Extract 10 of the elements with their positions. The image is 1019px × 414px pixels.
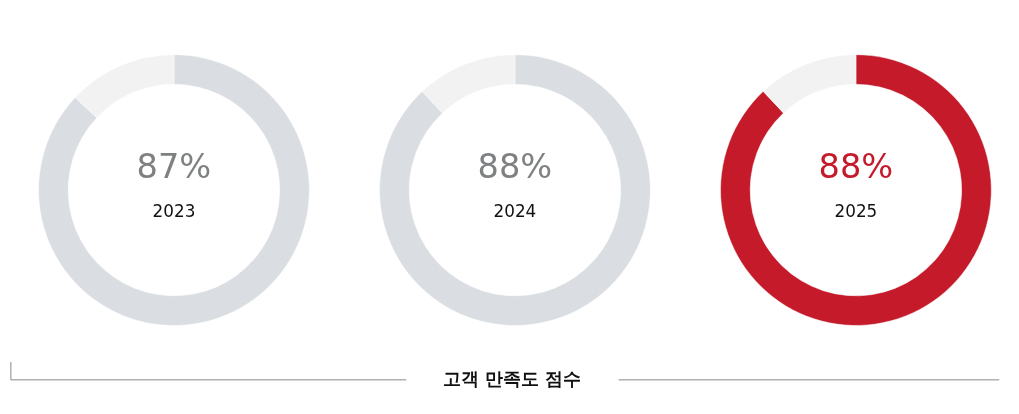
text: 2023 [152,200,196,221]
donut-slice [379,54,651,326]
donut-slice [38,54,310,326]
text: 2025 [834,200,878,221]
donut-slice [720,54,992,326]
text: 2024 [493,200,537,221]
data-label: 87% [136,147,212,187]
text: 고객 만족도 점수 [442,367,582,389]
data-label: 88% [818,147,894,187]
data-label: 88% [477,147,553,187]
